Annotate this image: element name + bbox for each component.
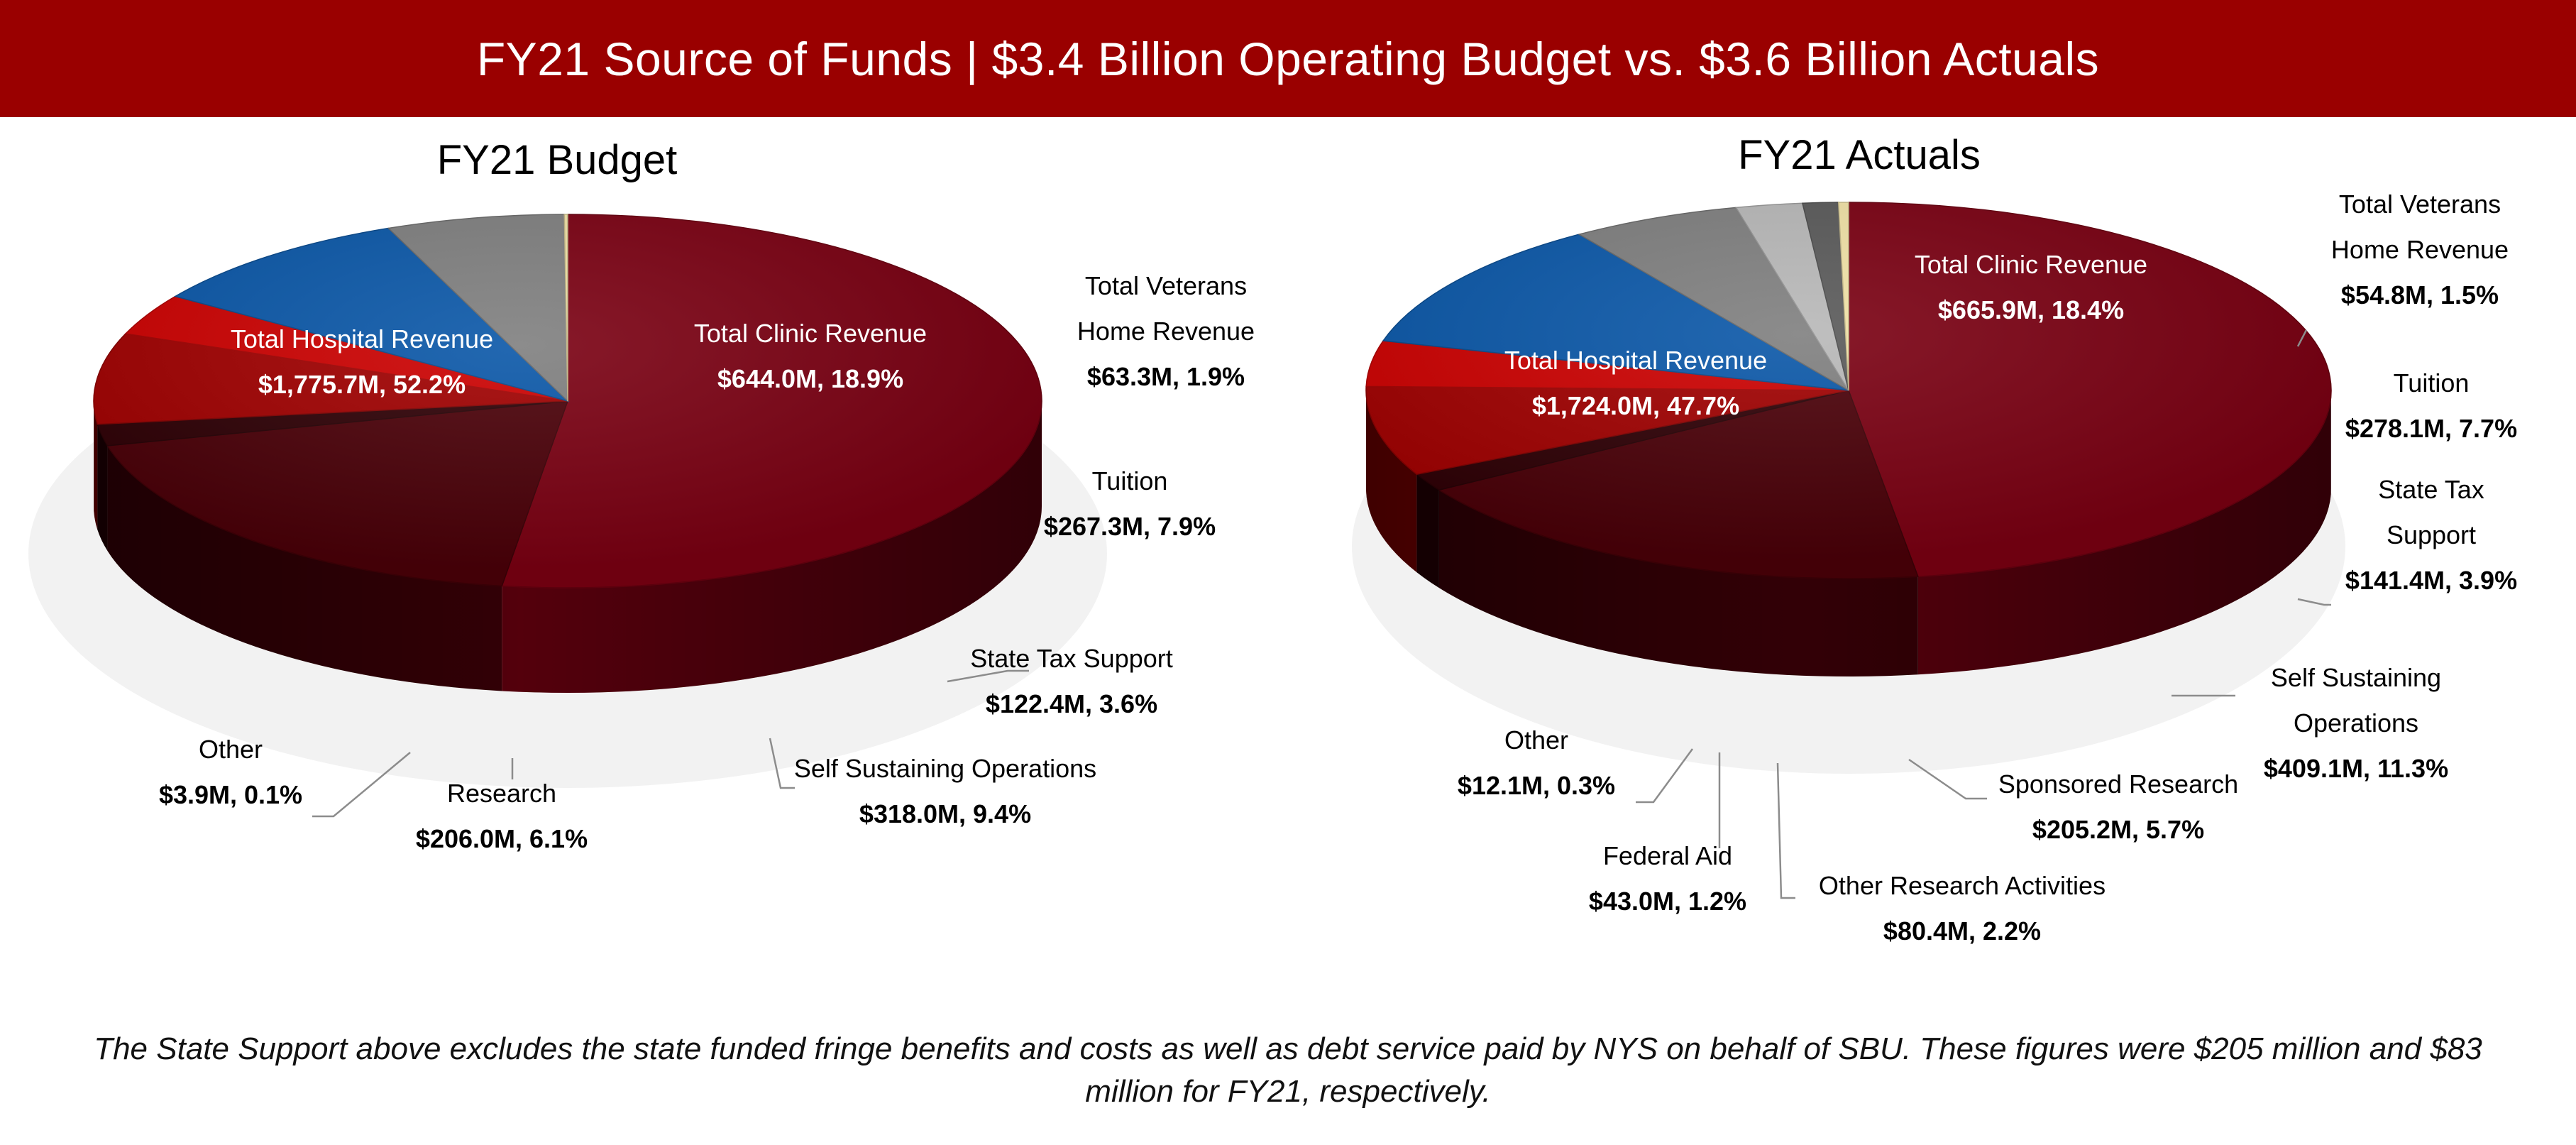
page-title: FY21 Source of Funds | $3.4 Billion Oper… (476, 32, 2100, 85)
actuals-label-self_sustaining-name: Self Sustaining (2271, 663, 2441, 692)
actuals-label-sponsored_research-value: $205.2M, 5.7% (2032, 815, 2204, 844)
actuals-label-clinic-value: $665.9M, 18.4% (1938, 295, 2124, 324)
budget-chart-title: FY21 Budget (437, 137, 678, 183)
actuals-leader-other (1636, 748, 1694, 804)
budget-pie-gloss (94, 214, 1042, 588)
actuals-label-state_tax-value: $141.4M, 3.9% (2345, 566, 2517, 595)
actuals-label-veterans-name: Total Veterans (2339, 190, 2501, 219)
actuals-label-other_research-value: $80.4M, 2.2% (1883, 916, 2041, 946)
actuals-pie-sides (1366, 390, 2331, 676)
budget-label-self_sustaining-value: $318.0M, 9.4% (859, 799, 1031, 828)
actuals-labels: Total Hospital Revenue $1,724.0M, 47.7% To… (1458, 190, 2517, 946)
actuals-leader-state_tax (2297, 598, 2331, 606)
actuals-label-tuition-name: Tuition (2394, 368, 2470, 398)
budget-pie-top (93, 214, 1042, 588)
actuals-label-other-value: $12.1M, 0.3% (1458, 771, 1615, 800)
budget-leader-state_tax (947, 669, 1029, 683)
budget-label-other-value: $3.9M, 0.1% (159, 780, 302, 809)
actuals-label-state_tax-name: Support (2387, 520, 2476, 549)
budget-label-research-value: $206.0M, 6.1% (416, 824, 588, 853)
actuals-label-federal_aid-name: Federal Aid (1603, 841, 1732, 870)
pie-charts: FY21 Budget Total Hospital Revenue $1,775.… (28, 132, 2517, 946)
actuals-side-shading (1366, 390, 2331, 676)
budget-label-veterans-name: Home Revenue (1077, 317, 1255, 346)
actuals-label-state_tax-name: State Tax (2378, 475, 2484, 504)
budget-label-tuition-name: Tuition (1092, 466, 1168, 495)
actuals-leader-other_research (1776, 762, 1795, 899)
budget-pie-sides (94, 400, 1042, 693)
budget-label-veterans-name: Total Veterans (1085, 271, 1247, 300)
budget-label-tuition-value: $267.3M, 7.9% (1044, 512, 1216, 541)
budget-side-shading (94, 401, 1042, 693)
actuals-label-hospital-value: $1,724.0M, 47.7% (1532, 391, 1739, 420)
budget-label-other-name: Other (199, 735, 263, 764)
actuals-label-veterans-name: Home Revenue (2331, 235, 2509, 264)
actuals-pie: FY21 Actuals Total Hospital Revenue $1,724… (1365, 132, 2517, 946)
actuals-leader-sponsored_research (1908, 758, 1987, 800)
actuals-label-self_sustaining-name: Operations (2294, 708, 2418, 738)
actuals-label-hospital-name: Total Hospital Revenue (1504, 346, 1767, 375)
actuals-pie-gloss (1366, 202, 2331, 579)
budget-label-clinic-name: Total Clinic Revenue (694, 319, 927, 348)
budget-label-research-name: Research (447, 779, 556, 808)
budget-leader-other (312, 752, 411, 818)
actuals-label-other_research-name: Other Research Activities (1819, 871, 2106, 900)
header-banner: FY21 Source of Funds | $3.4 Billion Oper… (0, 0, 2576, 117)
budget-label-clinic-value: $644.0M, 18.9% (717, 364, 903, 393)
actuals-label-clinic-name: Total Clinic Revenue (1915, 250, 2147, 279)
budget-label-state_tax-value: $122.4M, 3.6% (986, 689, 1157, 718)
actuals-pie-top (1365, 202, 2332, 579)
budget-label-hospital-name: Total Hospital Revenue (231, 324, 493, 354)
footnote: The State Support above excludes the sta… (94, 1031, 2482, 1109)
actuals-label-veterans-value: $54.8M, 1.5% (2341, 280, 2499, 309)
actuals-chart-title: FY21 Actuals (1738, 132, 1981, 178)
budget-label-self_sustaining-name: Self Sustaining Operations (794, 754, 1096, 783)
budget-labels: Total Hospital Revenue $1,775.7M, 52.2% To… (159, 271, 1255, 853)
actuals-label-sponsored_research-name: Sponsored Research (1998, 769, 2238, 799)
actuals-label-other-name: Other (1504, 725, 1568, 755)
actuals-label-tuition-value: $278.1M, 7.7% (2345, 414, 2517, 443)
budget-pie: FY21 Budget Total Hospital Revenue $1,775.… (93, 137, 1255, 853)
budget-label-hospital-value: $1,775.7M, 52.2% (258, 370, 466, 399)
actuals-label-self_sustaining-value: $409.1M, 11.3% (2264, 754, 2448, 783)
actuals-leader-veterans (2296, 329, 2308, 347)
budget-leader-self_sustaining (769, 738, 795, 789)
actuals-label-federal_aid-value: $43.0M, 1.2% (1589, 887, 1746, 916)
budget-label-veterans-value: $63.3M, 1.9% (1087, 362, 1245, 391)
budget-label-state_tax-name: State Tax Support (970, 644, 1173, 673)
